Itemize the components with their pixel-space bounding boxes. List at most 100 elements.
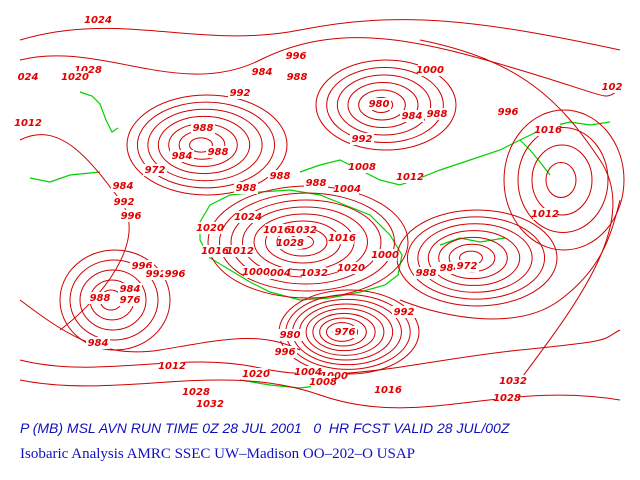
isobar bbox=[126, 94, 288, 196]
label-backing bbox=[501, 375, 525, 387]
isobar-label: 980 bbox=[369, 99, 390, 110]
label-backing bbox=[111, 180, 135, 192]
isobar-label: 1020 bbox=[61, 72, 89, 83]
isobar-label: 1032 bbox=[300, 268, 328, 279]
isobar bbox=[545, 162, 577, 198]
isobar bbox=[315, 59, 457, 151]
isobar-label: 996 bbox=[132, 261, 153, 272]
label-backing bbox=[335, 183, 359, 195]
isobar bbox=[396, 209, 558, 307]
label-backing bbox=[339, 262, 363, 274]
isobar-label: 102 bbox=[602, 82, 623, 93]
label-backing bbox=[350, 133, 374, 145]
label-backing bbox=[234, 182, 258, 194]
isobar-label: 1032 bbox=[499, 376, 527, 387]
isobar-label: 1008 bbox=[348, 162, 376, 173]
isobar-label: 1028 bbox=[182, 387, 210, 398]
isobar-label: 1020 bbox=[242, 369, 270, 380]
isobar bbox=[503, 109, 625, 251]
isobar bbox=[517, 127, 609, 233]
isobar-label: 988 bbox=[90, 293, 111, 304]
label-backing bbox=[455, 260, 479, 272]
isobar-label: 988 bbox=[270, 171, 291, 182]
label-backing bbox=[285, 71, 309, 83]
isobar-label: 1024 bbox=[234, 212, 262, 223]
isobar-label: 1012 bbox=[226, 246, 254, 257]
label-backing bbox=[333, 326, 357, 338]
isobar-label: 1016 bbox=[534, 125, 562, 136]
label-backing bbox=[228, 245, 252, 257]
label-backing bbox=[16, 71, 40, 83]
isobar-label: 976 bbox=[335, 327, 356, 338]
label-backing bbox=[198, 398, 222, 410]
isobar-label: 996 bbox=[275, 347, 296, 358]
isobar-label: 984 bbox=[172, 151, 193, 162]
label-backing bbox=[418, 64, 442, 76]
isobar-label: 1016 bbox=[374, 385, 402, 396]
label-backing bbox=[86, 337, 110, 349]
isobar bbox=[230, 199, 382, 285]
isobar-label: 984 bbox=[113, 181, 134, 192]
label-backing bbox=[244, 368, 268, 380]
isobar-label: 984 bbox=[440, 263, 461, 274]
isobar-label: 972 bbox=[145, 165, 166, 176]
isobar-label: 996 bbox=[498, 107, 519, 118]
isobar-label: 1012 bbox=[396, 172, 424, 183]
label-backing bbox=[278, 329, 302, 341]
isobar bbox=[319, 317, 367, 347]
isobar-label: 988 bbox=[208, 147, 229, 158]
label-backing bbox=[191, 122, 215, 134]
isobar-label: 1004 bbox=[263, 268, 291, 279]
isobar-label: 1028 bbox=[276, 238, 304, 249]
caption-line-2: Isobaric Analysis AMRC SSEC UW–Madison O… bbox=[20, 446, 416, 462]
isobar bbox=[136, 101, 276, 189]
isobar-label: 996 bbox=[286, 51, 307, 62]
label-backing bbox=[203, 245, 227, 257]
label-backing bbox=[198, 222, 222, 234]
label-backing bbox=[330, 232, 354, 244]
isobar bbox=[219, 192, 395, 292]
isobar-label: 1012 bbox=[531, 209, 559, 220]
isobar-label: 992 bbox=[230, 88, 251, 99]
isobar-label: 984 bbox=[88, 338, 109, 349]
coastline bbox=[29, 91, 611, 389]
isobar-label: 984 bbox=[402, 111, 423, 122]
label-backing bbox=[495, 392, 519, 404]
label-backing bbox=[273, 346, 297, 358]
isobars bbox=[19, 19, 625, 409]
isobar bbox=[69, 259, 159, 341]
label-backing bbox=[118, 283, 142, 295]
isobar-label: 972 bbox=[457, 261, 478, 272]
label-backing bbox=[367, 98, 391, 110]
label-backing bbox=[184, 386, 208, 398]
isobar-label: 1032 bbox=[289, 225, 317, 236]
isobar-label: 988 bbox=[287, 72, 308, 83]
label-backing bbox=[265, 224, 289, 236]
isobar-label: 1000 bbox=[371, 250, 399, 261]
isobar-label: 1004 bbox=[333, 184, 361, 195]
caption-line-1: P (MB) MSL AVN RUN TIME 0Z 28 JUL 2001 0… bbox=[20, 420, 510, 436]
label-backing bbox=[278, 237, 302, 249]
label-backing bbox=[350, 161, 374, 173]
label-backing bbox=[144, 268, 168, 280]
isobar-label: 980 bbox=[280, 330, 301, 341]
isobar-label: 1020 bbox=[337, 263, 365, 274]
label-backing bbox=[250, 66, 274, 78]
label-backing bbox=[228, 87, 252, 99]
label-backing bbox=[304, 177, 328, 189]
label-backing bbox=[163, 268, 187, 280]
isobar-label: 1000 bbox=[242, 267, 270, 278]
isobar-label: 992 bbox=[352, 134, 373, 145]
isobar-label: 992 bbox=[394, 307, 415, 318]
isobar-label: 992 bbox=[146, 269, 167, 280]
isobar-label: 1024 bbox=[84, 15, 112, 26]
isobar-label: 1000 bbox=[416, 65, 444, 76]
label-backing bbox=[265, 267, 289, 279]
isobar bbox=[325, 322, 359, 342]
isobar-label: 1016 bbox=[201, 246, 229, 257]
label-backing bbox=[244, 266, 268, 278]
label-backing bbox=[373, 249, 397, 261]
isobar-label: 1008 bbox=[309, 377, 337, 388]
label-backing bbox=[376, 384, 400, 396]
